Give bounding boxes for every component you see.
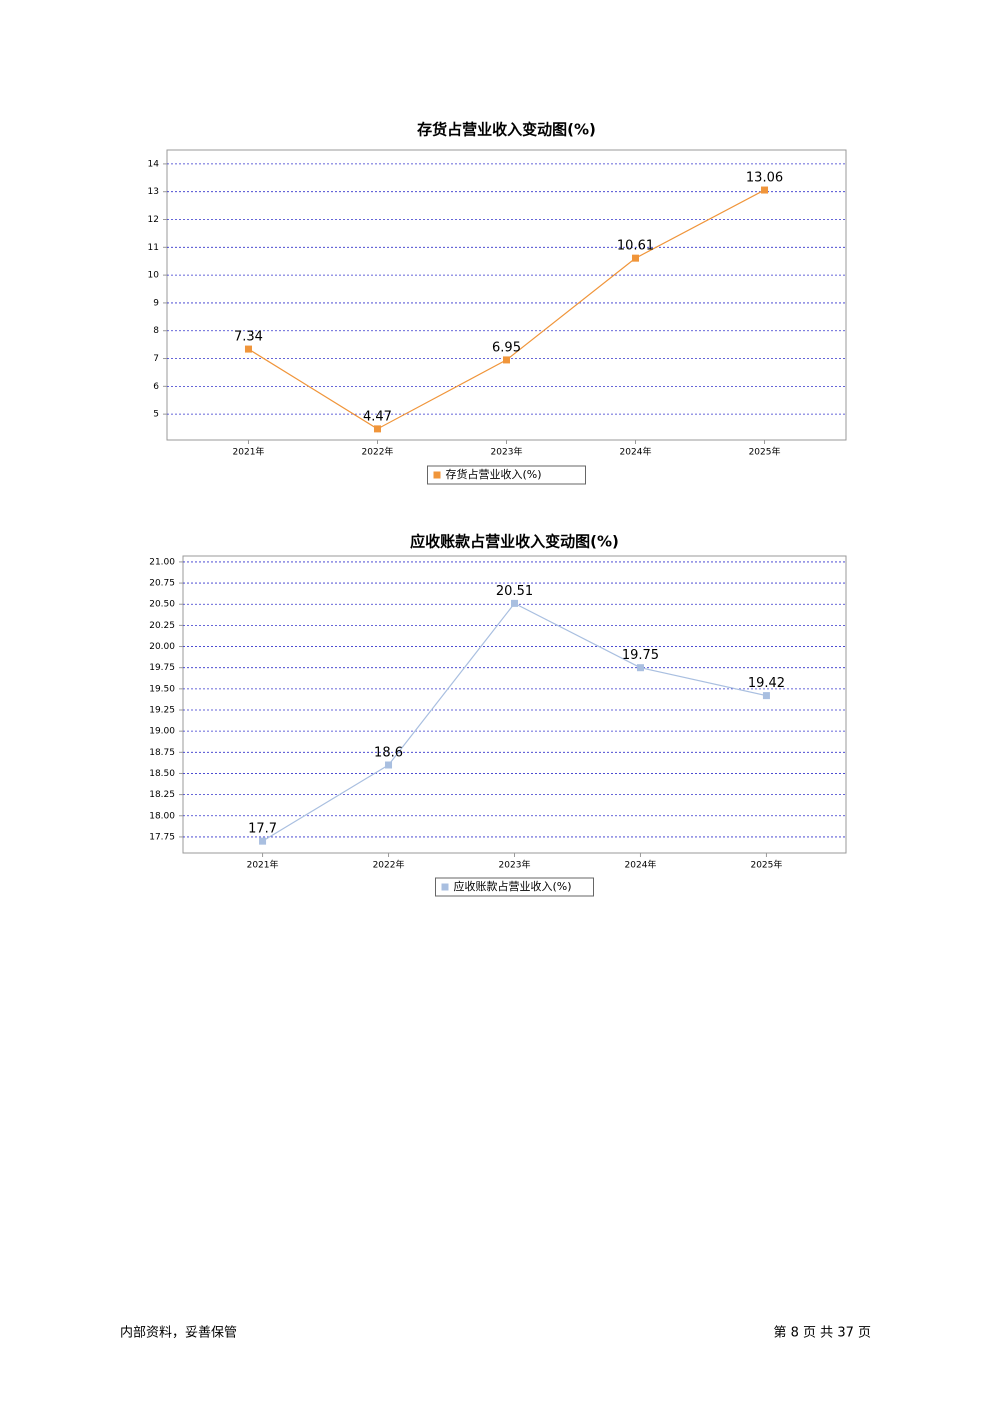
legend-box bbox=[435, 877, 594, 897]
data-label: 19.42 bbox=[748, 676, 785, 691]
data-point bbox=[511, 599, 518, 607]
x-tick-label: 2021年 bbox=[233, 446, 265, 458]
y-tick-label: 8 bbox=[153, 326, 159, 336]
y-tick-label: 18.00 bbox=[149, 811, 175, 821]
data-point bbox=[636, 664, 644, 672]
y-tick-label: 20.25 bbox=[149, 621, 175, 631]
x-tick-label: 2025年 bbox=[749, 446, 781, 458]
y-tick-label: 19.00 bbox=[149, 727, 175, 737]
legend-label: 存货占营业收入(%) bbox=[446, 467, 542, 481]
y-tick-label: 19.75 bbox=[149, 663, 175, 673]
legend-marker bbox=[433, 471, 441, 479]
data-point bbox=[385, 761, 393, 769]
y-tick-label: 21.00 bbox=[149, 557, 175, 567]
y-tick-label: 20.00 bbox=[149, 642, 175, 652]
footer-left: 内部资料，妥善保管 bbox=[120, 1325, 237, 1341]
data-point bbox=[762, 692, 770, 700]
data-point bbox=[259, 837, 267, 845]
y-tick-label: 20.50 bbox=[149, 600, 175, 610]
x-tick-label: 2022年 bbox=[362, 446, 394, 458]
chart-title: 存货占营业收入变动图(%) bbox=[417, 121, 596, 139]
plot-area bbox=[166, 149, 847, 441]
data-label: 19.75 bbox=[622, 648, 659, 663]
y-tick-label: 18.75 bbox=[149, 748, 175, 758]
data-point bbox=[761, 186, 769, 194]
data-point bbox=[503, 356, 510, 364]
y-tick-label: 17.75 bbox=[149, 832, 175, 842]
x-tick-label: 2024年 bbox=[625, 859, 657, 871]
data-point bbox=[632, 254, 640, 262]
legend-box bbox=[427, 465, 586, 485]
y-tick-label: 5 bbox=[153, 410, 159, 420]
legend-marker bbox=[441, 883, 449, 891]
chart-title: 应收账款占营业收入变动图(%) bbox=[410, 533, 619, 551]
y-tick-label: 20.75 bbox=[149, 579, 175, 589]
data-label: 17.7 bbox=[248, 822, 277, 837]
y-tick-label: 19.50 bbox=[149, 684, 175, 694]
y-tick-label: 18.50 bbox=[149, 769, 175, 779]
y-tick-label: 6 bbox=[153, 382, 159, 392]
data-point bbox=[373, 425, 381, 433]
footer-right: 第 8 页 共 37 页 bbox=[774, 1326, 871, 1341]
data-point bbox=[244, 345, 252, 353]
legend-label: 应收账款占营业收入(%) bbox=[454, 879, 572, 893]
x-tick-label: 2021年 bbox=[247, 859, 279, 871]
y-tick-label: 12 bbox=[148, 215, 159, 225]
y-tick-label: 11 bbox=[148, 243, 159, 253]
y-tick-label: 13 bbox=[148, 187, 159, 197]
y-tick-label: 18.25 bbox=[149, 790, 175, 800]
y-tick-label: 7 bbox=[153, 354, 159, 364]
x-tick-label: 2023年 bbox=[491, 446, 523, 458]
x-tick-label: 2023年 bbox=[499, 859, 531, 871]
data-label: 4.47 bbox=[363, 409, 392, 424]
data-label: 7.34 bbox=[234, 330, 263, 345]
y-tick-label: 14 bbox=[148, 159, 160, 169]
y-tick-label: 10 bbox=[148, 271, 160, 281]
data-label: 6.95 bbox=[492, 340, 521, 355]
data-label: 18.6 bbox=[374, 746, 403, 761]
x-tick-label: 2022年 bbox=[373, 859, 405, 871]
data-label: 20.51 bbox=[496, 584, 533, 599]
data-label: 13.06 bbox=[746, 171, 783, 186]
x-tick-label: 2025年 bbox=[750, 859, 782, 871]
data-label: 10.61 bbox=[617, 239, 654, 254]
x-tick-label: 2024年 bbox=[620, 446, 652, 458]
y-tick-label: 9 bbox=[153, 298, 159, 308]
y-tick-label: 19.25 bbox=[149, 706, 175, 716]
